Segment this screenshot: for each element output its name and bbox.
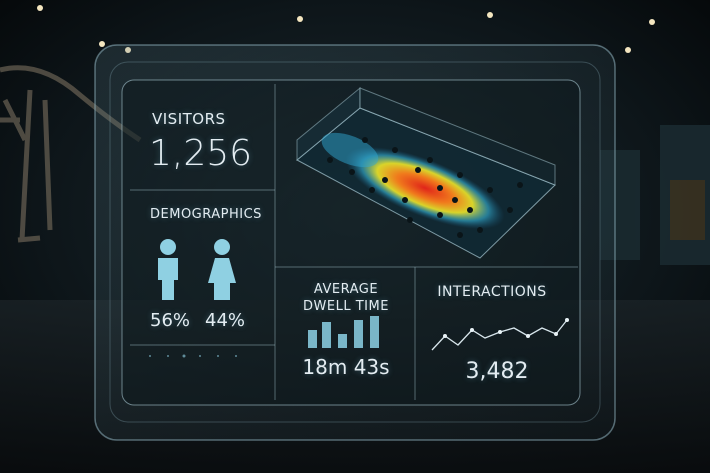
interactions-sparkline (431, 318, 569, 351)
male-share: 56% (150, 310, 191, 331)
demographics-label: DEMOGRAPHICS (150, 207, 262, 222)
heatmap (296, 86, 556, 259)
interactions-label: INTERACTIONS (437, 284, 547, 300)
female-share: 44% (205, 310, 246, 331)
glass-inner (109, 61, 601, 423)
visitors-label: VISITORS (152, 110, 226, 128)
dividers (130, 84, 578, 400)
dots (149, 354, 237, 358)
person-icons (158, 239, 236, 300)
dwell-label: AVERAGE DWELL TIME (303, 282, 389, 314)
dwell-value: 18m 43s (302, 355, 390, 379)
skeleton (0, 65, 142, 243)
visitors-value: 1,256 (149, 133, 253, 174)
dwell-bars (308, 316, 379, 348)
interactions-value: 3,482 (465, 359, 529, 384)
